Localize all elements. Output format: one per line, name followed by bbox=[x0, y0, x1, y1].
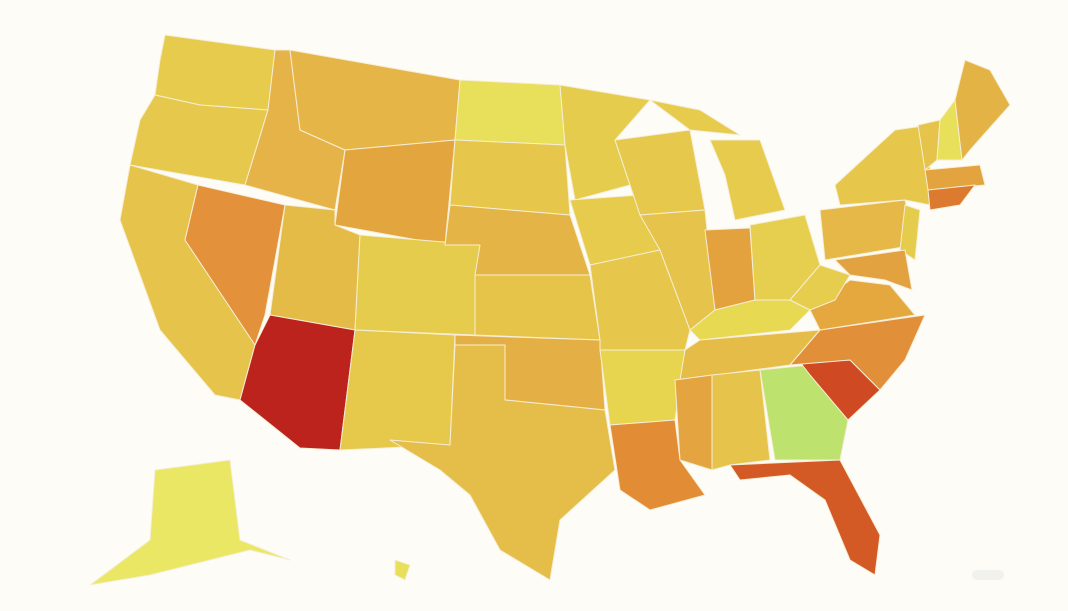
state bbox=[729, 459, 881, 576]
state bbox=[954, 59, 1011, 161]
state bbox=[609, 419, 706, 511]
state bbox=[184, 184, 286, 346]
state bbox=[599, 349, 686, 426]
state bbox=[474, 274, 601, 341]
states bbox=[89, 34, 1011, 586]
state bbox=[924, 164, 986, 191]
state bbox=[834, 124, 931, 206]
state bbox=[449, 139, 571, 216]
state bbox=[927, 184, 976, 211]
state bbox=[334, 139, 456, 246]
state bbox=[711, 369, 771, 471]
state bbox=[834, 249, 913, 291]
state bbox=[339, 329, 456, 451]
state bbox=[649, 99, 741, 136]
state bbox=[789, 264, 851, 311]
state bbox=[899, 204, 921, 261]
state bbox=[89, 459, 291, 586]
state bbox=[354, 234, 481, 336]
state bbox=[389, 344, 616, 581]
state bbox=[394, 559, 411, 581]
state bbox=[454, 79, 566, 146]
state bbox=[709, 139, 786, 221]
state bbox=[289, 49, 461, 151]
attribution bbox=[972, 570, 1004, 580]
state bbox=[674, 374, 713, 471]
